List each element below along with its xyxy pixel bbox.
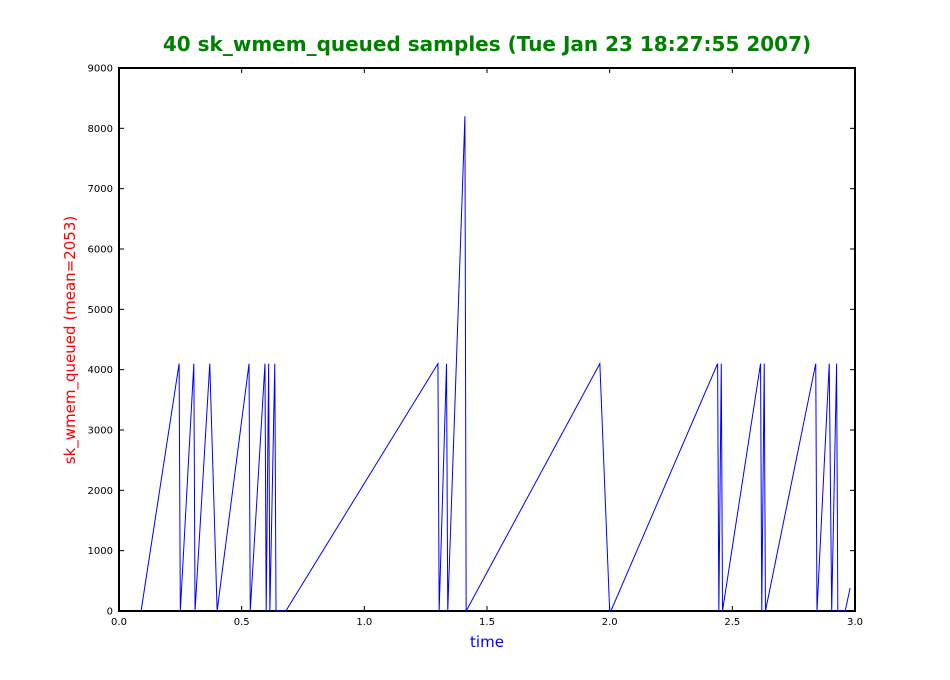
chart-title: 40 sk_wmem_queued samples (Tue Jan 23 18… [163, 32, 811, 56]
x-tick-label: 0.0 [111, 617, 127, 628]
x-tick-label: 3.0 [847, 617, 863, 628]
x-axis-ticks: 0.0 0.5 1.0 1.5 2.0 2.5 3.0 [111, 68, 863, 628]
y-tick-label: 6000 [88, 245, 113, 256]
plot-area: 0.0 0.5 1.0 1.5 2.0 2.5 3.0 0 1000 2000 3000 4000 5… [88, 64, 863, 629]
y-axis-ticks: 0 1000 2000 3000 4000 5000 6000 7000 8000 9000 [88, 64, 855, 618]
y-tick-label: 3000 [88, 426, 113, 437]
y-tick-label: 5000 [88, 305, 113, 316]
x-tick-label: 0.5 [234, 617, 250, 628]
series-line [140, 116, 851, 612]
axes-frame [118, 67, 856, 612]
x-tick-label: 1.5 [479, 617, 495, 628]
y-tick-label: 1000 [88, 546, 113, 557]
x-axis-label: time [470, 633, 504, 651]
y-tick-label: 9000 [88, 64, 113, 75]
y-tick-label: 7000 [88, 184, 113, 195]
y-tick-label: 2000 [88, 486, 113, 497]
x-tick-label: 1.0 [356, 617, 372, 628]
y-tick-label: 4000 [88, 365, 113, 376]
y-axis-label: sk_wmem_queued (mean=2053) [61, 216, 80, 465]
series-layer [140, 116, 851, 612]
y-tick-label: 8000 [88, 124, 113, 135]
x-tick-label: 2.0 [602, 617, 618, 628]
y-tick-label: 0 [107, 607, 113, 618]
x-tick-label: 2.5 [724, 617, 740, 628]
